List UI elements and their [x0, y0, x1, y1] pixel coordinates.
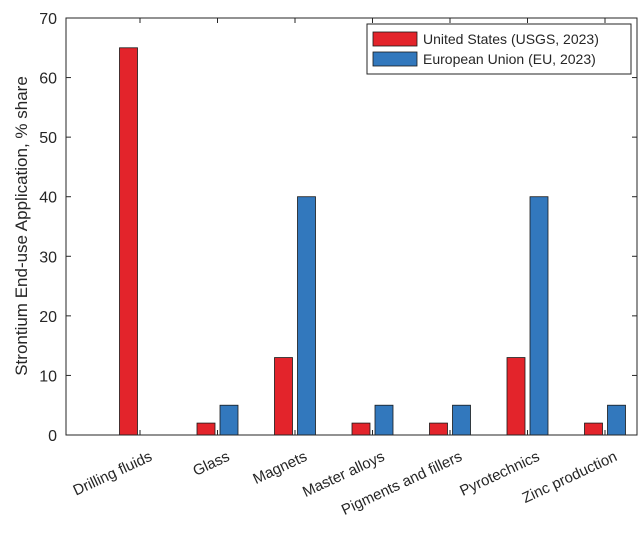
legend-swatch-us — [372, 31, 418, 47]
legend: United States (USGS, 2023) European Union… — [366, 23, 632, 75]
bar-us-3 — [351, 422, 371, 436]
plot-frame — [65, 17, 638, 436]
y-tick-label-4: 40 — [39, 190, 57, 207]
bar-us-0 — [119, 47, 138, 436]
bar-eu-6 — [607, 404, 626, 436]
bar-us-6 — [584, 422, 603, 436]
x-category-label-2: Magnets — [250, 448, 309, 488]
x-category-label-0: Drilling fluids — [71, 448, 155, 499]
bar-eu-5 — [529, 196, 549, 436]
y-tick-label-3: 30 — [39, 249, 57, 266]
bar-us-1 — [196, 422, 216, 436]
legend-label-eu: European Union (EU, 2023) — [423, 51, 596, 67]
legend-label-us: United States (USGS, 2023) — [423, 31, 599, 47]
bar-eu-4 — [452, 404, 471, 436]
y-axis-title: Strontium End-use Application, % share — [12, 76, 31, 376]
y-tick-label-0: 0 — [48, 428, 57, 445]
y-axis-ticks: 0 10 20 30 40 50 60 70 — [39, 11, 637, 445]
y-tick-label-5: 50 — [39, 130, 57, 147]
y-tick-label-2: 20 — [39, 309, 57, 326]
x-category-label-1: Glass — [190, 448, 232, 480]
bar-us-2 — [274, 357, 293, 436]
y-tick-label-6: 60 — [39, 71, 57, 88]
bar-eu-1 — [219, 404, 239, 436]
legend-swatch-eu — [372, 51, 418, 67]
y-tick-label-7: 70 — [39, 11, 57, 28]
bar-eu-2 — [297, 196, 316, 436]
y-tick-label-1: 10 — [39, 368, 57, 385]
bar-us-4 — [429, 422, 448, 436]
bar-us-5 — [506, 357, 526, 436]
plot-area — [66, 18, 638, 435]
bar-eu-3 — [374, 404, 394, 436]
